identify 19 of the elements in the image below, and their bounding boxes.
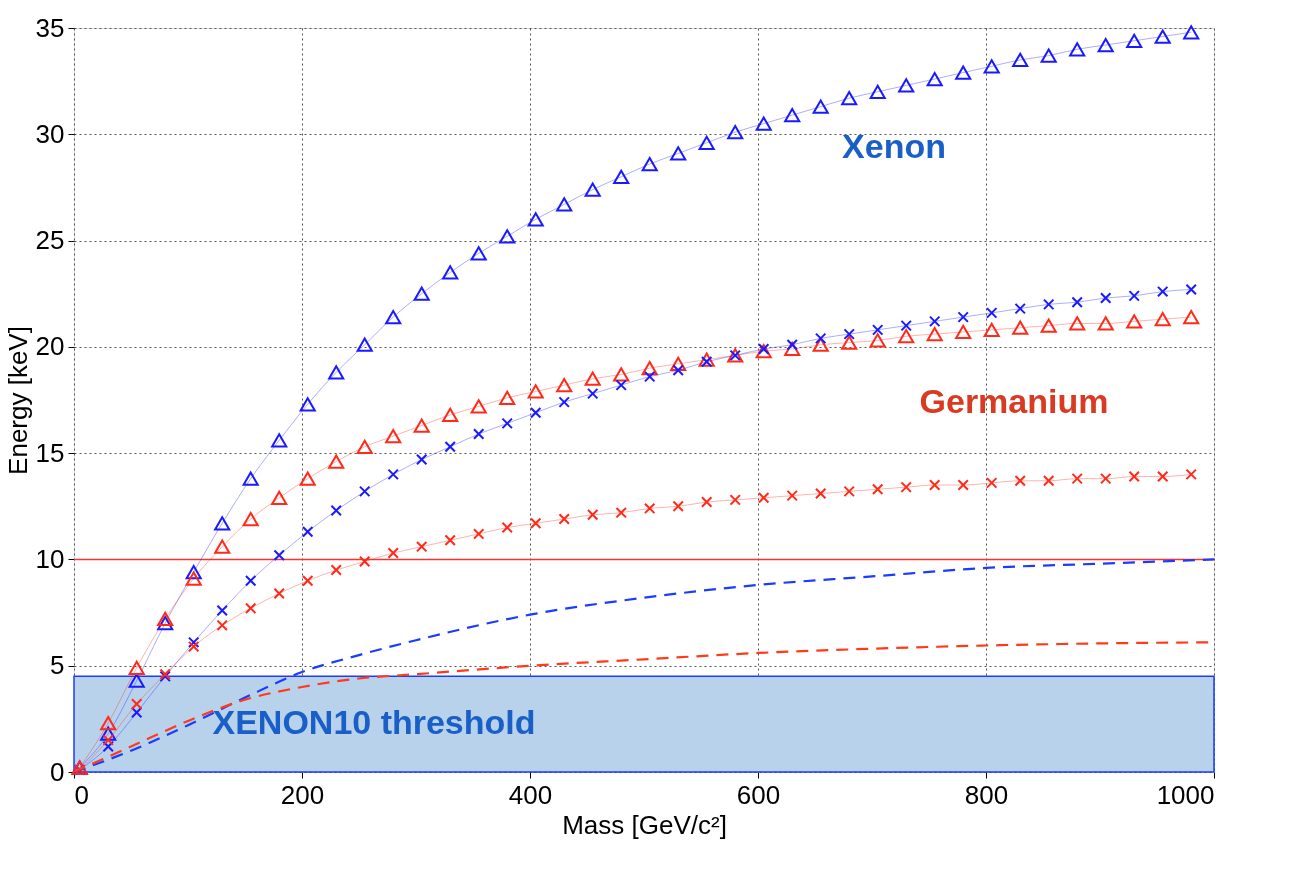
y-axis-title: Energy [keV] bbox=[2, 326, 33, 475]
y-tick-label: 10 bbox=[35, 543, 65, 574]
annotation: Xenon bbox=[842, 127, 946, 165]
y-tick-label: 20 bbox=[35, 331, 65, 362]
band-label: XENON10 threshold bbox=[212, 703, 536, 742]
x-tick-label: 400 bbox=[508, 779, 553, 810]
x-tick-label: 600 bbox=[736, 779, 781, 810]
y-tick-label: 30 bbox=[35, 118, 65, 149]
y-tick-label: 5 bbox=[50, 650, 65, 681]
x-tick-label: 1000 bbox=[1156, 779, 1215, 810]
y-tick-label: 25 bbox=[35, 225, 65, 256]
x-tick-label: 0 bbox=[74, 779, 89, 810]
y-tick-label: 0 bbox=[50, 756, 65, 787]
x-axis-title: Mass [GeV/c²] bbox=[562, 809, 727, 840]
x-tick-label: 200 bbox=[280, 779, 325, 810]
x-tick-label: 800 bbox=[964, 779, 1009, 810]
annotation: Germanium bbox=[919, 382, 1109, 420]
y-tick-label: 35 bbox=[35, 12, 65, 43]
y-tick-label: 15 bbox=[35, 437, 65, 468]
